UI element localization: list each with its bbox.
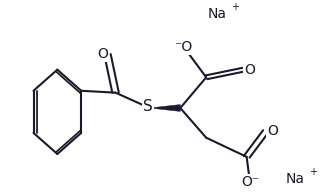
Text: O⁻: O⁻ [241,175,259,189]
Text: O: O [244,63,255,77]
Text: O: O [97,47,108,61]
Text: +: + [309,167,317,177]
Text: ⁻O: ⁻O [175,40,193,54]
Polygon shape [150,105,180,111]
Text: +: + [231,2,239,12]
Text: Na: Na [285,172,305,186]
Text: O: O [267,124,278,138]
Text: S: S [143,99,153,114]
Text: Na: Na [208,7,227,21]
